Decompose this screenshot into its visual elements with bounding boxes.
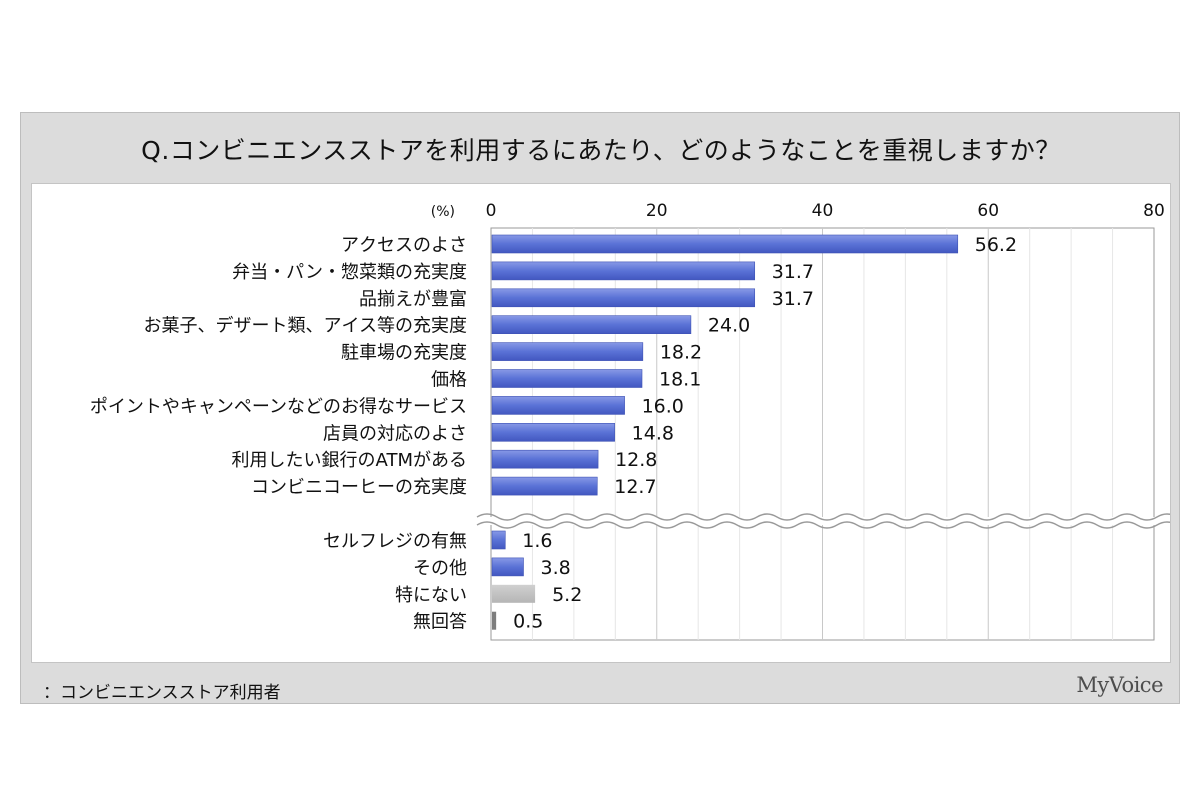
- bar: [491, 396, 625, 415]
- plot-panel: 0 20 40 60 80 (%) アクセスのよさ 56.2 弁当・パン・惣菜類の充実度 31.7…: [31, 183, 1171, 663]
- category-label: 弁当・パン・惣菜類の充実度: [232, 262, 467, 283]
- value-label: 18.2: [660, 342, 702, 364]
- category-label: 特にない: [395, 585, 467, 606]
- bar: [491, 369, 643, 388]
- category-label: セルフレジの有無: [323, 531, 467, 552]
- value-label: 16.0: [642, 395, 684, 417]
- value-label: 24.0: [708, 315, 750, 337]
- chart-frame: Q.コンビニエンスストアを利用するにあたり、どのようなことを重視しますか？ 0 2…: [20, 112, 1180, 704]
- value-label: 12.8: [615, 449, 657, 471]
- bar: [491, 261, 756, 281]
- category-label: 価格: [431, 370, 467, 391]
- x-tick-label: 60: [977, 201, 999, 221]
- category-label: コンビニコーヒーの充実度: [251, 477, 467, 498]
- axis-break-line-top: [476, 513, 1170, 521]
- chart-title: Q.コンビニエンスストアを利用するにあたり、どのようなことを重視しますか？: [141, 136, 1061, 165]
- value-label: 1.6: [522, 530, 552, 552]
- value-label: 31.7: [772, 288, 814, 310]
- bar: [492, 584, 536, 603]
- unit-label: (%): [431, 204, 455, 220]
- value-label: 12.7: [614, 476, 656, 498]
- footnote: ：コンビニエンスストア利用者: [43, 683, 281, 703]
- value-label: 31.7: [772, 261, 814, 283]
- axis-break-line-bottom: [476, 521, 1170, 529]
- value-label: 5.2: [552, 584, 582, 606]
- value-label: 56.2: [975, 234, 1017, 256]
- category-label: 利用したい銀行のATMがある: [232, 450, 467, 471]
- x-tick-label: 80: [1143, 201, 1165, 221]
- bar: [491, 342, 644, 361]
- bar: [491, 288, 756, 308]
- bar: [491, 557, 524, 577]
- bar: [491, 234, 959, 254]
- bar: [492, 611, 497, 630]
- bar: [491, 449, 599, 469]
- bar: [491, 423, 615, 442]
- bar-chart: 0 20 40 60 80 (%) アクセスのよさ 56.2 弁当・パン・惣菜類の充実度 31.7…: [90, 201, 1170, 641]
- category-label: 店員の対応のよさ: [323, 423, 467, 444]
- myvoice-logo: MyVoice: [1076, 673, 1163, 697]
- value-label: 14.8: [632, 422, 674, 444]
- value-label: 0.5: [513, 611, 543, 633]
- x-tick-label: 40: [812, 201, 834, 221]
- category-label: アクセスのよさ: [341, 235, 467, 256]
- value-label: 3.8: [540, 557, 570, 579]
- category-label: その他: [413, 558, 467, 579]
- value-label: 18.1: [659, 369, 701, 391]
- category-label: 駐車場の充実度: [341, 343, 467, 364]
- category-label: 無回答: [413, 612, 467, 633]
- bar: [491, 530, 506, 550]
- x-tick-label: 0: [486, 201, 497, 221]
- x-tick-label: 20: [646, 201, 668, 221]
- axis-break-band: [477, 517, 1170, 525]
- category-label: お菓子、デザート類、アイス等の充実度: [144, 316, 467, 337]
- category-label: ポイントやキャンペーンなどのお得なサービス: [90, 396, 467, 417]
- bar: [491, 476, 598, 496]
- category-label: 品揃えが豊富: [359, 289, 467, 310]
- bar: [491, 315, 692, 334]
